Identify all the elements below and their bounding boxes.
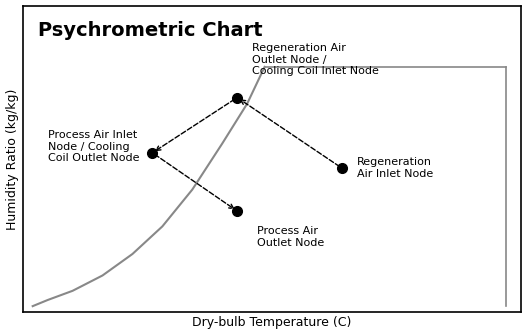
Text: Regeneration Air
Outlet Node /
Cooling Coil Inlet Node: Regeneration Air Outlet Node / Cooling C… — [252, 43, 379, 76]
Text: Process Air Inlet
Node / Cooling
Coil Outlet Node: Process Air Inlet Node / Cooling Coil Ou… — [47, 130, 139, 163]
Y-axis label: Humidity Ratio (kg/kg): Humidity Ratio (kg/kg) — [6, 88, 18, 229]
Text: Psychrometric Chart: Psychrometric Chart — [38, 21, 262, 40]
Text: Process Air
Outlet Node: Process Air Outlet Node — [257, 226, 325, 248]
Text: Regeneration
Air Inlet Node: Regeneration Air Inlet Node — [357, 157, 433, 179]
X-axis label: Dry-bulb Temperature (C): Dry-bulb Temperature (C) — [192, 317, 352, 329]
